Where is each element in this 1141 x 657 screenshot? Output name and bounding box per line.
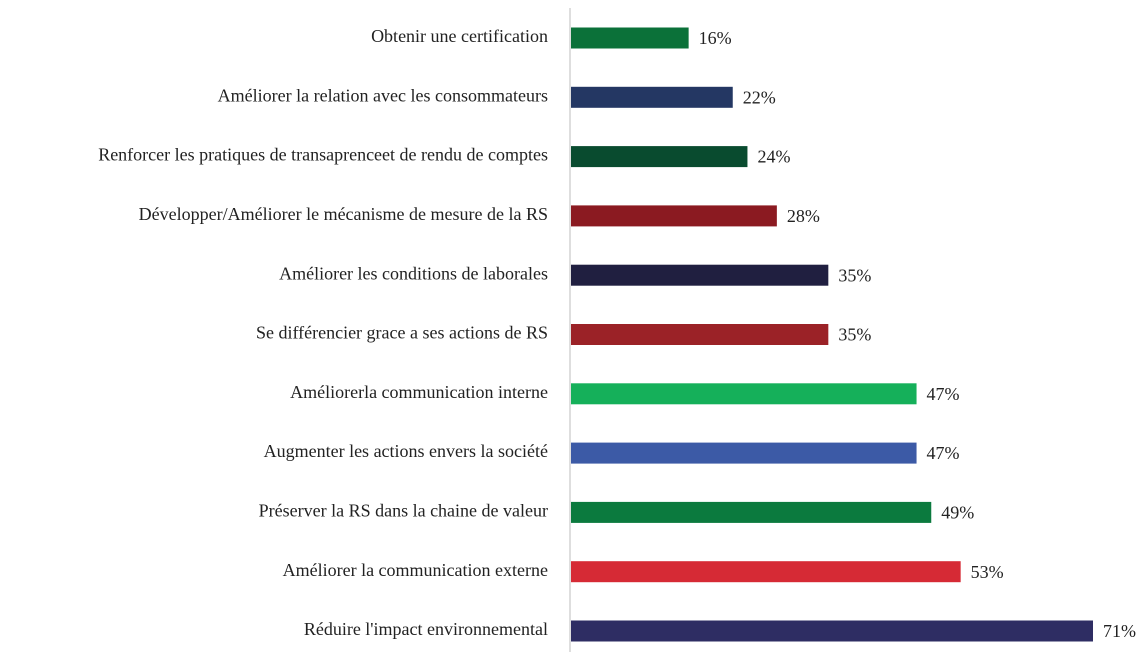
value-label: 35% [838,265,871,285]
category-label: Améliorer les conditions de laborales [279,263,548,283]
category-label: Améliorer la relation avec les consommat… [218,85,548,105]
value-label: 49% [941,503,974,523]
bar [571,27,689,49]
value-label: 47% [927,384,960,404]
bar [571,383,917,405]
bar [571,620,1093,642]
category-label: Améliorerla communication interne [290,382,548,402]
category-label: Augmenter les actions envers la société [264,441,548,461]
category-label: Obtenir une certification [371,26,548,46]
value-label: 24% [757,147,790,167]
bar [571,264,829,286]
value-label: 22% [743,87,776,107]
bar [571,86,733,108]
bar [571,501,932,523]
value-label: 71% [1103,621,1136,641]
value-label: 16% [699,28,732,48]
category-label: Se différencier grace a ses actions de R… [256,323,548,343]
category-label: Réduire l'impact environnemental [304,619,548,639]
bar [571,205,777,227]
bar [571,442,917,464]
category-label: Préserver la RS dans la chaine de valeur [259,501,548,521]
category-label: Développer/Améliorer le mécanisme de mes… [139,204,548,224]
bar [571,324,829,345]
value-label: 35% [838,325,871,345]
category-label: Améliorer la communication externe [283,560,548,580]
value-label: 47% [927,443,960,463]
category-label: Renforcer les pratiques de transaprencee… [98,145,548,165]
value-label: 53% [971,562,1004,582]
bar [571,561,961,583]
value-label: 28% [787,206,820,226]
bar [571,146,748,168]
